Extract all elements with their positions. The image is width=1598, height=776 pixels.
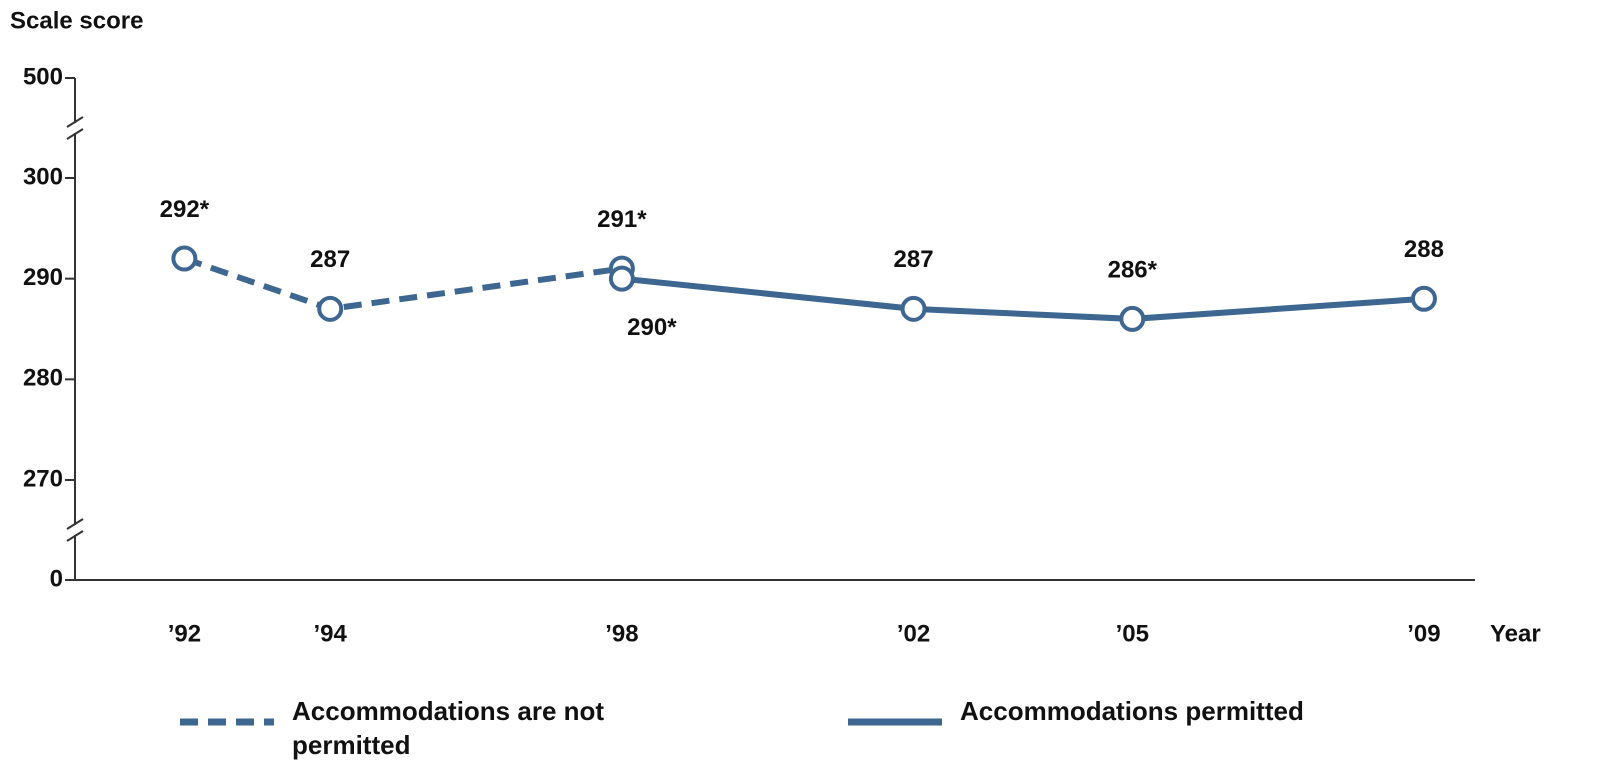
data-point <box>1119 305 1146 332</box>
x-tick-label: ’92 <box>168 620 201 647</box>
axis-break-gap <box>67 525 83 535</box>
x-tick-label: ’09 <box>1407 620 1440 647</box>
axis-break-gap <box>67 123 83 133</box>
series-line <box>183 255 623 312</box>
y-tick-label: 0 <box>50 565 63 592</box>
data-label: 291* <box>597 206 647 233</box>
x-tick-label: ’05 <box>1116 620 1149 647</box>
axis-break <box>66 128 84 140</box>
axis-break <box>66 530 84 542</box>
data-label: 287 <box>894 246 934 273</box>
x-tick-label: ’98 <box>605 620 638 647</box>
x-tick-label: ’02 <box>897 620 930 647</box>
data-label: 287 <box>310 246 350 273</box>
data-point <box>1410 285 1437 312</box>
legend-label: Accommodations are not permitted <box>292 696 605 760</box>
axis-break <box>66 518 84 530</box>
data-point <box>900 295 927 322</box>
data-label: 292* <box>160 196 210 223</box>
data-point <box>317 295 344 322</box>
data-label: 288 <box>1404 236 1444 263</box>
y-tick-label: 500 <box>23 63 63 90</box>
y-axis-title: Scale score <box>10 7 143 34</box>
x-axis-title: Year <box>1490 620 1541 647</box>
axis-break <box>66 116 84 128</box>
data-point <box>171 245 198 272</box>
legend-label: Accommodations permitted <box>960 696 1304 726</box>
data-label: 290* <box>627 314 677 341</box>
y-tick-label: 290 <box>23 264 63 291</box>
series-line <box>621 275 1425 322</box>
y-tick-label: 280 <box>23 365 63 392</box>
x-tick-label: ’94 <box>314 620 348 647</box>
data-point <box>608 265 635 292</box>
data-label: 286* <box>1108 256 1158 283</box>
y-tick-label: 270 <box>23 465 63 492</box>
y-tick-label: 300 <box>23 163 63 190</box>
